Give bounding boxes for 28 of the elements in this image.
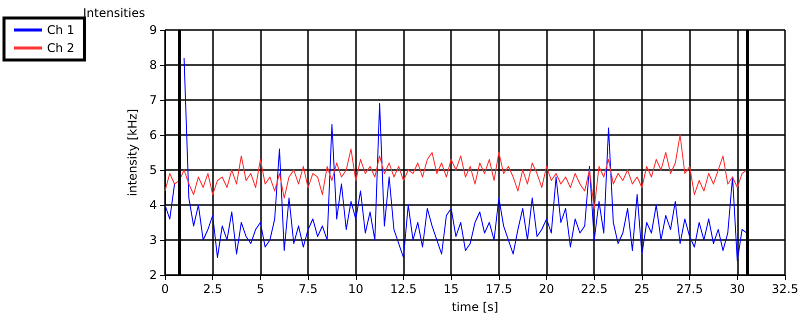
- x-tick-label: 25: [634, 282, 650, 296]
- y-tick-label: 4: [149, 198, 157, 212]
- x-tick-label: 27.5: [676, 282, 703, 296]
- y-tick-label: 7: [149, 93, 157, 107]
- x-tick-label: 30: [730, 282, 745, 296]
- legend-label: Ch 1: [47, 23, 74, 37]
- y-axis-title: intensity [kHz]: [125, 108, 140, 196]
- y-tick-label: 5: [149, 163, 157, 177]
- y-tick-label: 6: [149, 128, 157, 142]
- x-tick-label: 20: [538, 282, 554, 296]
- y-tick-label: 2: [149, 268, 157, 282]
- chart-title: Intensities: [83, 6, 146, 20]
- x-tick-label: 22.5: [580, 282, 608, 296]
- x-tick-label: 2.5: [203, 282, 222, 296]
- x-tick-label: 15: [444, 282, 459, 296]
- legend-label: Ch 2: [47, 41, 74, 55]
- x-tick-label: 0: [161, 282, 169, 296]
- x-tick-label: 12.5: [390, 282, 417, 296]
- y-tick-label: 8: [149, 58, 157, 72]
- y-tick-label: 3: [149, 233, 157, 247]
- line-series: [164, 134, 748, 209]
- y-tick-label: 9: [149, 23, 157, 37]
- x-tick-label: 32.5: [772, 282, 798, 296]
- x-tick-label: 17.5: [485, 282, 512, 296]
- x-tick-label: 5: [256, 282, 264, 296]
- x-axis-title: time [s]: [452, 300, 498, 314]
- x-tick-label: 10: [348, 282, 364, 296]
- x-tick-label: 7.5: [298, 282, 318, 296]
